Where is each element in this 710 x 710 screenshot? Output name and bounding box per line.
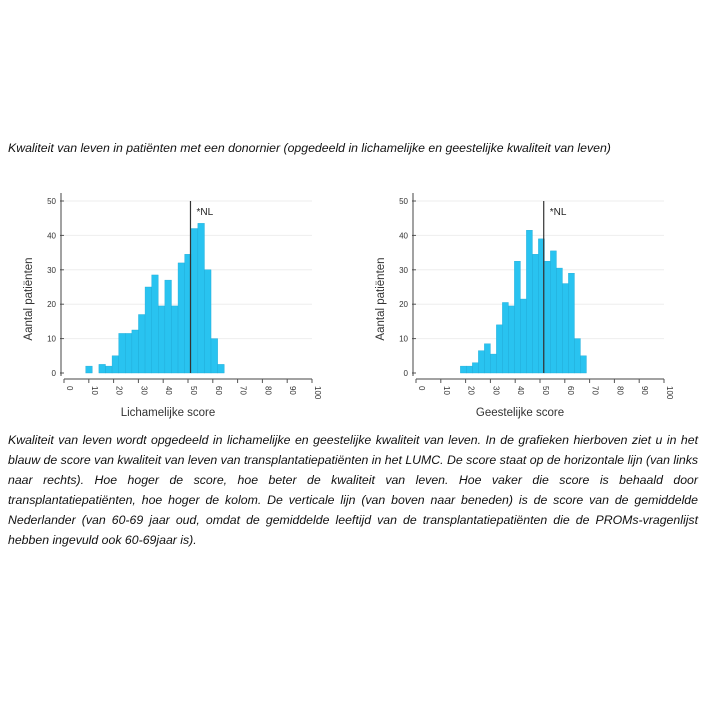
- histogram-bar: [478, 350, 485, 374]
- histogram-bar: [217, 364, 225, 374]
- x-tick-label: 50: [189, 386, 198, 395]
- reference-line-label: *NL: [550, 207, 567, 218]
- x-tick-label: 80: [615, 386, 624, 395]
- histogram-bar: [164, 279, 172, 374]
- y-axis-label: Aantal patiënten: [23, 257, 35, 340]
- y-tick-label: 10: [47, 335, 56, 344]
- x-tick-label: 60: [214, 386, 223, 395]
- y-tick-label: 40: [399, 231, 408, 240]
- histogram-bar: [484, 343, 491, 374]
- histogram-bar: [171, 305, 179, 374]
- x-tick-label: 10: [90, 386, 99, 395]
- y-tick-label: 0: [404, 369, 409, 378]
- x-tick-label: 30: [139, 386, 148, 395]
- histogram-bar: [138, 314, 146, 374]
- y-tick-label: 50: [47, 197, 56, 206]
- x-tick-label: 10: [442, 386, 451, 395]
- histogram-bar: [544, 260, 551, 374]
- histogram-bar: [144, 286, 152, 374]
- x-tick-label: 80: [263, 386, 272, 395]
- y-tick-label: 40: [47, 231, 56, 240]
- x-tick-label: 90: [288, 386, 297, 395]
- y-tick-label: 20: [399, 300, 408, 309]
- histogram-bar: [105, 365, 113, 374]
- histogram-bar: [210, 338, 218, 374]
- histogram-bar: [197, 223, 205, 374]
- y-tick-label: 30: [47, 266, 56, 275]
- y-tick-label: 30: [399, 266, 408, 275]
- histogram-bar: [532, 254, 539, 374]
- histogram-bar: [568, 273, 575, 374]
- x-tick-label: 100: [665, 386, 674, 400]
- y-tick-label: 20: [47, 300, 56, 309]
- histogram-bar: [466, 365, 473, 374]
- histogram-bar: [125, 333, 133, 374]
- x-axis-label: Lichamelijke score: [121, 407, 216, 419]
- x-axis-label: Geestelijke score: [476, 407, 564, 419]
- histogram-bar: [85, 365, 93, 374]
- figure-title: Kwaliteit van leven in patiënten met een…: [8, 141, 611, 155]
- histogram-bar: [472, 362, 479, 374]
- histogram-bar: [580, 355, 587, 374]
- y-tick-label: 0: [52, 369, 57, 378]
- histogram-bar: [111, 355, 119, 374]
- x-tick-label: 40: [516, 386, 525, 395]
- histogram-bar: [574, 338, 581, 374]
- histogram-bar: [191, 228, 199, 374]
- histogram-bar: [562, 283, 569, 374]
- x-tick-label: 20: [115, 386, 124, 395]
- histogram-bar: [520, 298, 527, 374]
- y-tick-label: 50: [399, 197, 408, 206]
- histogram-bar: [131, 329, 139, 374]
- x-tick-label: 0: [65, 386, 74, 391]
- histogram-bar: [204, 269, 212, 374]
- explanation-paragraph: Kwaliteit van leven wordt opgedeeld in l…: [8, 433, 698, 547]
- histogram-bar: [508, 305, 515, 374]
- histogram-bar: [460, 365, 467, 374]
- reference-line-label: *NL: [196, 207, 213, 218]
- x-tick-label: 70: [239, 386, 248, 395]
- histogram-bar: [550, 250, 557, 374]
- histogram-bar: [502, 302, 509, 374]
- x-tick-label: 50: [541, 386, 550, 395]
- histogram-bar: [151, 274, 159, 374]
- histogram-bar: [118, 333, 126, 374]
- histogram-bar: [98, 364, 106, 374]
- x-tick-label: 0: [417, 386, 426, 391]
- x-tick-label: 20: [467, 386, 476, 395]
- histogram-bar: [514, 260, 521, 374]
- x-tick-label: 60: [566, 386, 575, 395]
- histogram-bar: [177, 262, 185, 374]
- histogram-bar: [526, 230, 533, 374]
- histogram-bar: [556, 267, 563, 374]
- y-axis-label: Aantal patiënten: [375, 257, 387, 340]
- chart-0: 0 10 20 30 40 50 0 10 20 30 40 50 60 70 80 90 100 *NL Lich…: [23, 193, 322, 419]
- histogram-bar: [158, 305, 166, 374]
- x-tick-label: 40: [164, 386, 173, 395]
- x-tick-label: 70: [591, 386, 600, 395]
- x-tick-label: 30: [491, 386, 500, 395]
- x-tick-label: 100: [313, 386, 322, 400]
- x-tick-label: 90: [640, 386, 649, 395]
- y-tick-label: 10: [399, 335, 408, 344]
- histogram-bar: [496, 324, 503, 374]
- histogram-bar: [490, 353, 497, 374]
- chart-1: 0 10 20 30 40 50 0 10 20 30 40 50 60 70 80 90 100 *NL Gees…: [375, 193, 674, 419]
